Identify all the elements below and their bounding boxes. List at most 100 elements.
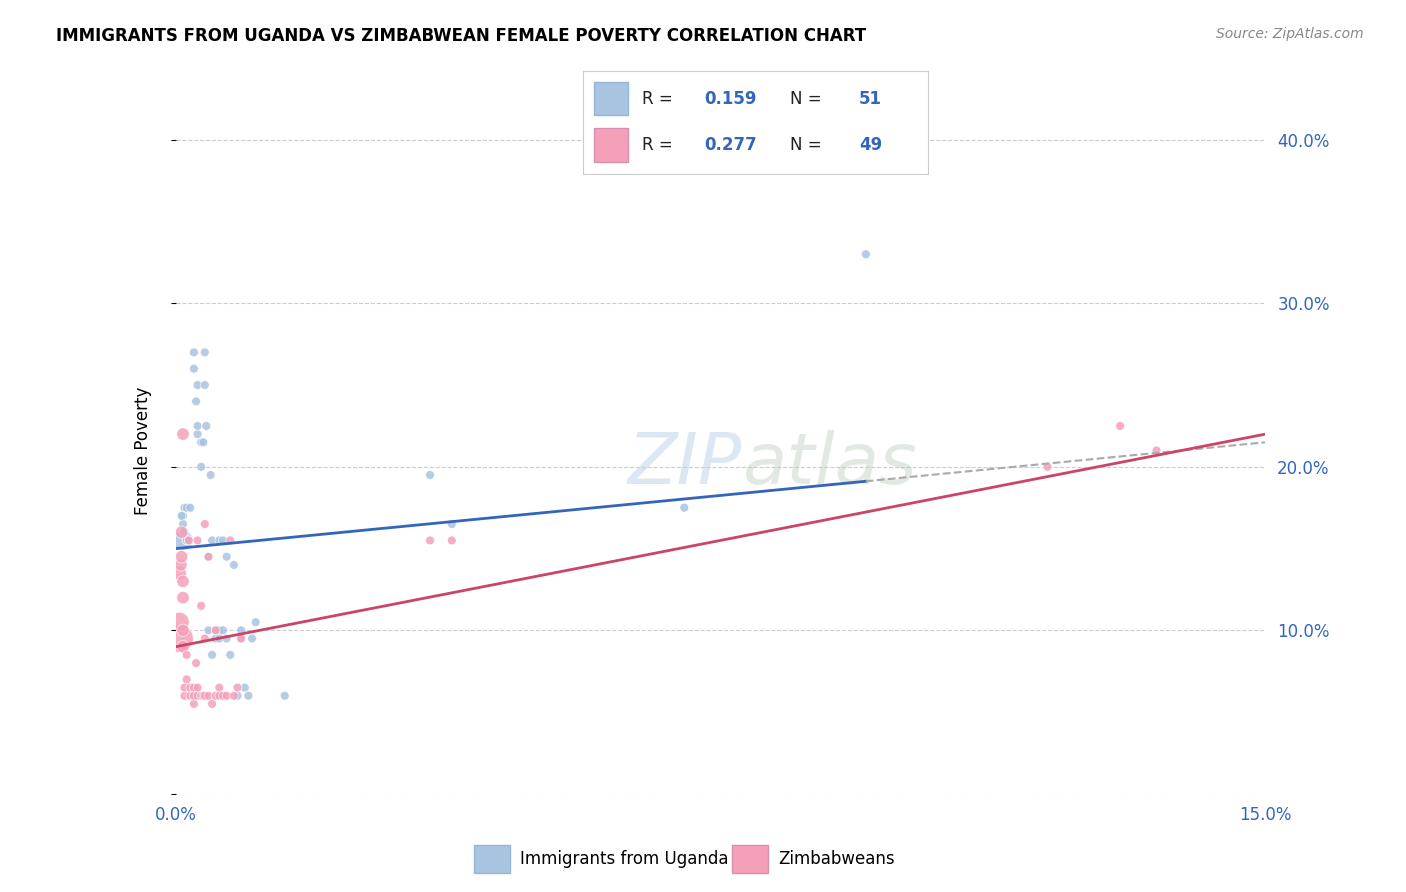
Point (245, 615, 267, 630)
Point (172, 533, 194, 548)
Point (173, 500, 195, 515)
Point (219, 533, 242, 548)
Point (231, 632, 253, 646)
Point (190, 459, 212, 474)
Point (172, 640, 194, 654)
Point (1036, 459, 1059, 474)
Point (212, 689, 235, 703)
Point (238, 689, 260, 703)
Point (201, 648, 224, 662)
Point (173, 525, 195, 540)
Point (208, 681, 231, 695)
Text: R =: R = (643, 89, 678, 108)
Text: 51: 51 (859, 89, 882, 108)
Point (190, 435, 212, 450)
Point (169, 632, 191, 646)
Point (208, 624, 231, 638)
Text: N =: N = (790, 136, 827, 153)
Point (197, 549, 219, 564)
Text: ZIP: ZIP (628, 430, 742, 499)
Point (170, 508, 193, 523)
Point (233, 681, 256, 695)
Point (177, 533, 200, 548)
Point (169, 615, 191, 630)
Text: atlas: atlas (742, 430, 917, 499)
Point (170, 558, 193, 572)
Point (169, 566, 191, 580)
Point (240, 632, 263, 646)
Point (172, 516, 194, 531)
Point (183, 361, 205, 376)
Point (194, 345, 217, 359)
Point (231, 632, 253, 646)
Text: 0.277: 0.277 (704, 136, 756, 153)
Point (183, 689, 205, 703)
Bar (733, 845, 768, 872)
Point (193, 689, 215, 703)
Bar (593, 81, 628, 115)
Point (179, 689, 201, 703)
Point (186, 378, 209, 392)
Point (170, 525, 193, 540)
Bar (474, 845, 509, 872)
Point (208, 632, 231, 646)
Point (176, 533, 198, 548)
Point (179, 500, 201, 515)
Point (274, 689, 297, 703)
Point (201, 697, 224, 711)
Point (440, 516, 463, 531)
Point (219, 648, 242, 662)
Point (197, 689, 219, 703)
Point (183, 681, 205, 695)
Point (231, 624, 253, 638)
Point (200, 467, 222, 482)
Point (172, 624, 194, 638)
Point (673, 500, 696, 515)
Point (173, 689, 195, 703)
Point (186, 681, 209, 695)
Point (215, 689, 238, 703)
Point (201, 533, 224, 548)
Point (186, 418, 209, 433)
Point (440, 533, 463, 548)
Point (177, 533, 200, 548)
Point (183, 345, 205, 359)
Text: R =: R = (643, 136, 678, 153)
Point (222, 689, 245, 703)
Point (215, 549, 238, 564)
Point (176, 648, 198, 662)
Point (186, 427, 209, 442)
Y-axis label: Female Poverty: Female Poverty (134, 386, 152, 515)
Point (1109, 418, 1132, 433)
Point (190, 599, 212, 613)
Point (195, 418, 218, 433)
Point (172, 591, 194, 605)
Point (194, 378, 217, 392)
Text: 49: 49 (859, 136, 883, 153)
Point (186, 533, 209, 548)
Point (197, 624, 219, 638)
Text: 0.159: 0.159 (704, 89, 756, 108)
Point (172, 508, 194, 523)
Point (1146, 443, 1168, 458)
Bar (593, 128, 628, 161)
Point (197, 549, 219, 564)
Point (215, 632, 238, 646)
Point (194, 516, 217, 531)
Text: Immigrants from Uganda: Immigrants from Uganda (520, 849, 728, 868)
Point (204, 624, 226, 638)
Point (170, 549, 193, 564)
Point (204, 624, 226, 638)
Text: N =: N = (790, 89, 827, 108)
Point (176, 500, 198, 515)
Point (222, 558, 245, 572)
Point (190, 689, 212, 703)
Text: IMMIGRANTS FROM UGANDA VS ZIMBABWEAN FEMALE POVERTY CORRELATION CHART: IMMIGRANTS FROM UGANDA VS ZIMBABWEAN FEM… (56, 27, 866, 45)
Point (226, 689, 249, 703)
Point (183, 697, 205, 711)
Point (212, 533, 235, 548)
Point (204, 689, 226, 703)
Point (184, 656, 207, 670)
Point (194, 689, 217, 703)
Point (172, 427, 194, 442)
